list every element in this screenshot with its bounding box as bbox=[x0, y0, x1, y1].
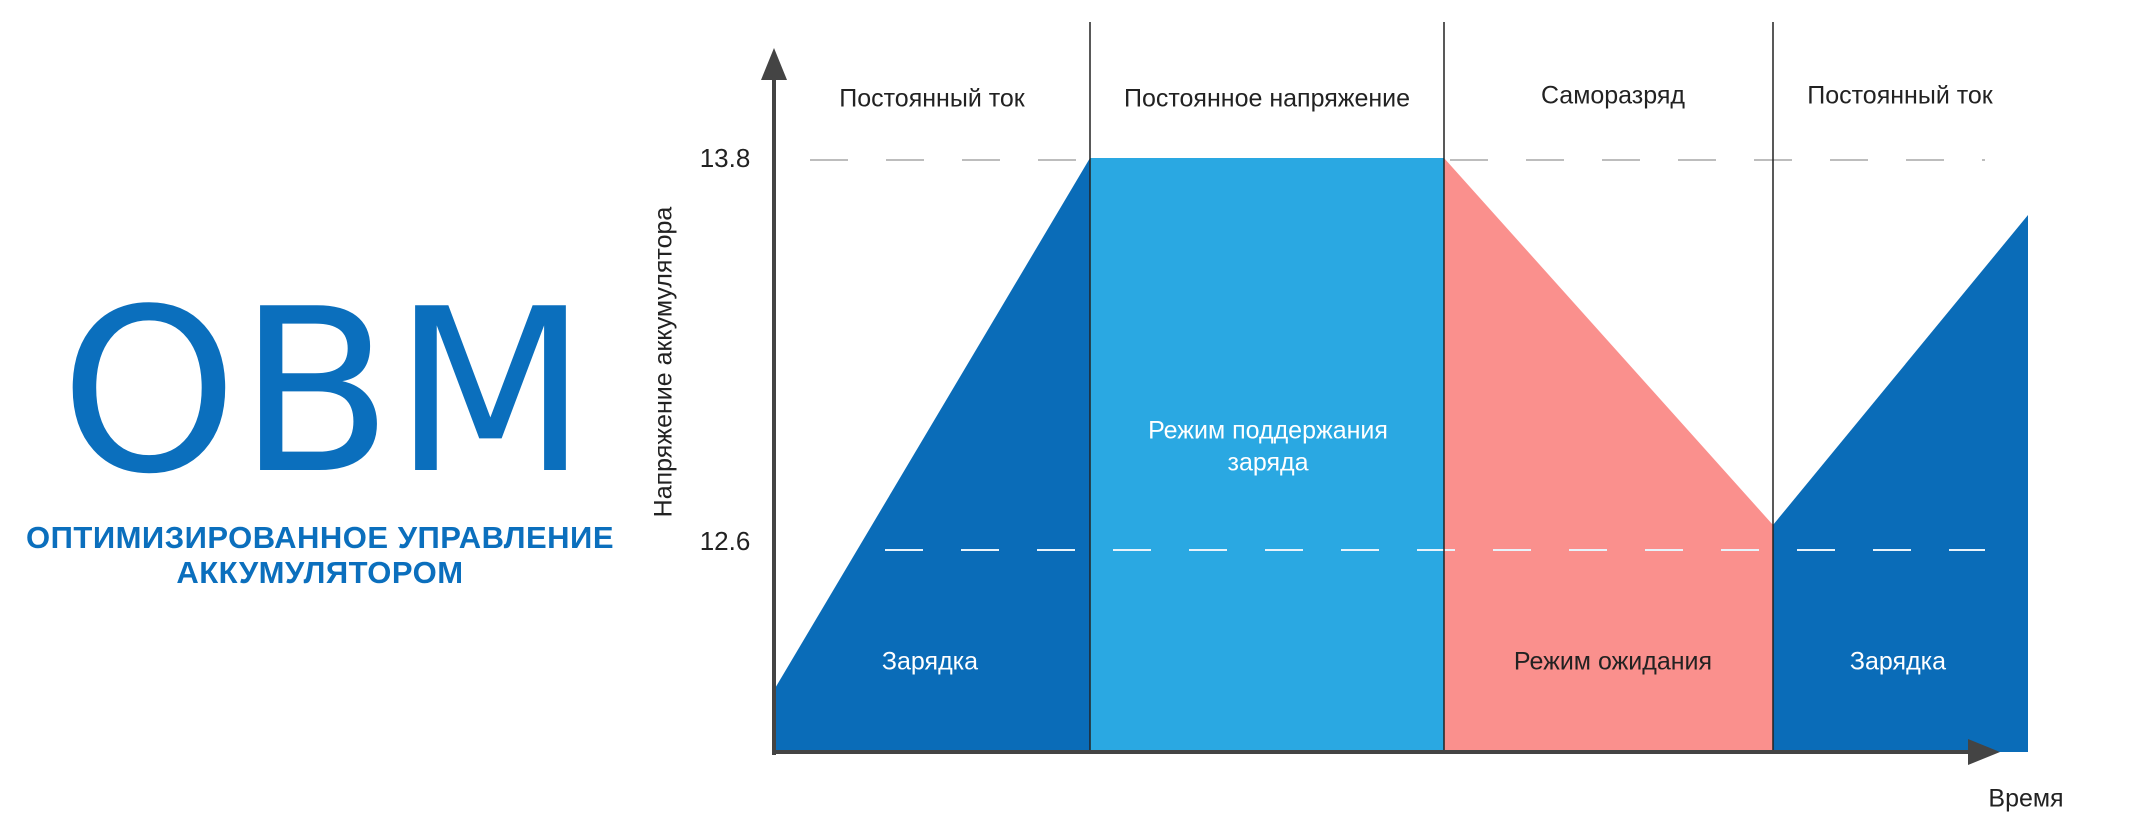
phase-label-self-discharge: Саморазряд bbox=[1541, 82, 1685, 110]
x-axis-label: Время bbox=[1988, 785, 2063, 813]
region-charging-2 bbox=[1773, 215, 2028, 752]
region-float-charge bbox=[1090, 158, 1444, 752]
phase-label-constant-current-2: Постоянный ток bbox=[1807, 82, 1994, 110]
region-charging-1 bbox=[774, 158, 1090, 752]
y-axis-arrow bbox=[761, 48, 787, 80]
region-label-float-line-1: Режим поддержания bbox=[1148, 417, 1388, 445]
y-tick-13-8: 13.8 bbox=[700, 143, 751, 173]
logo-subtitle-line-2: АККУМУЛЯТОРОМ bbox=[176, 555, 464, 590]
logo-subtitle: ОПТИМИЗИРОВАННОЕ УПРАВЛЕНИЕ АККУМУЛЯТОРО… bbox=[20, 520, 620, 590]
logo-subtitle-line-1: ОПТИМИЗИРОВАННОЕ УПРАВЛЕНИЕ bbox=[26, 520, 614, 555]
x-axis-arrow bbox=[1968, 739, 2000, 765]
region-label-charging-1: Зарядка bbox=[882, 648, 978, 676]
phase-label-constant-current-1: Постоянный ток bbox=[839, 85, 1026, 113]
region-label-float-line-2: заряда bbox=[1227, 449, 1308, 477]
region-label-charging-2: Зарядка bbox=[1850, 648, 1946, 676]
logo-acronym: ОВМ bbox=[60, 261, 588, 524]
region-standby bbox=[1444, 158, 1773, 752]
y-axis-label: Напряжение аккумулятора bbox=[650, 207, 678, 518]
phase-label-constant-voltage: Постоянное напряжение bbox=[1124, 85, 1410, 113]
region-label-standby: Режим ожидания bbox=[1514, 648, 1712, 676]
y-tick-12-6: 12.6 bbox=[700, 526, 751, 556]
